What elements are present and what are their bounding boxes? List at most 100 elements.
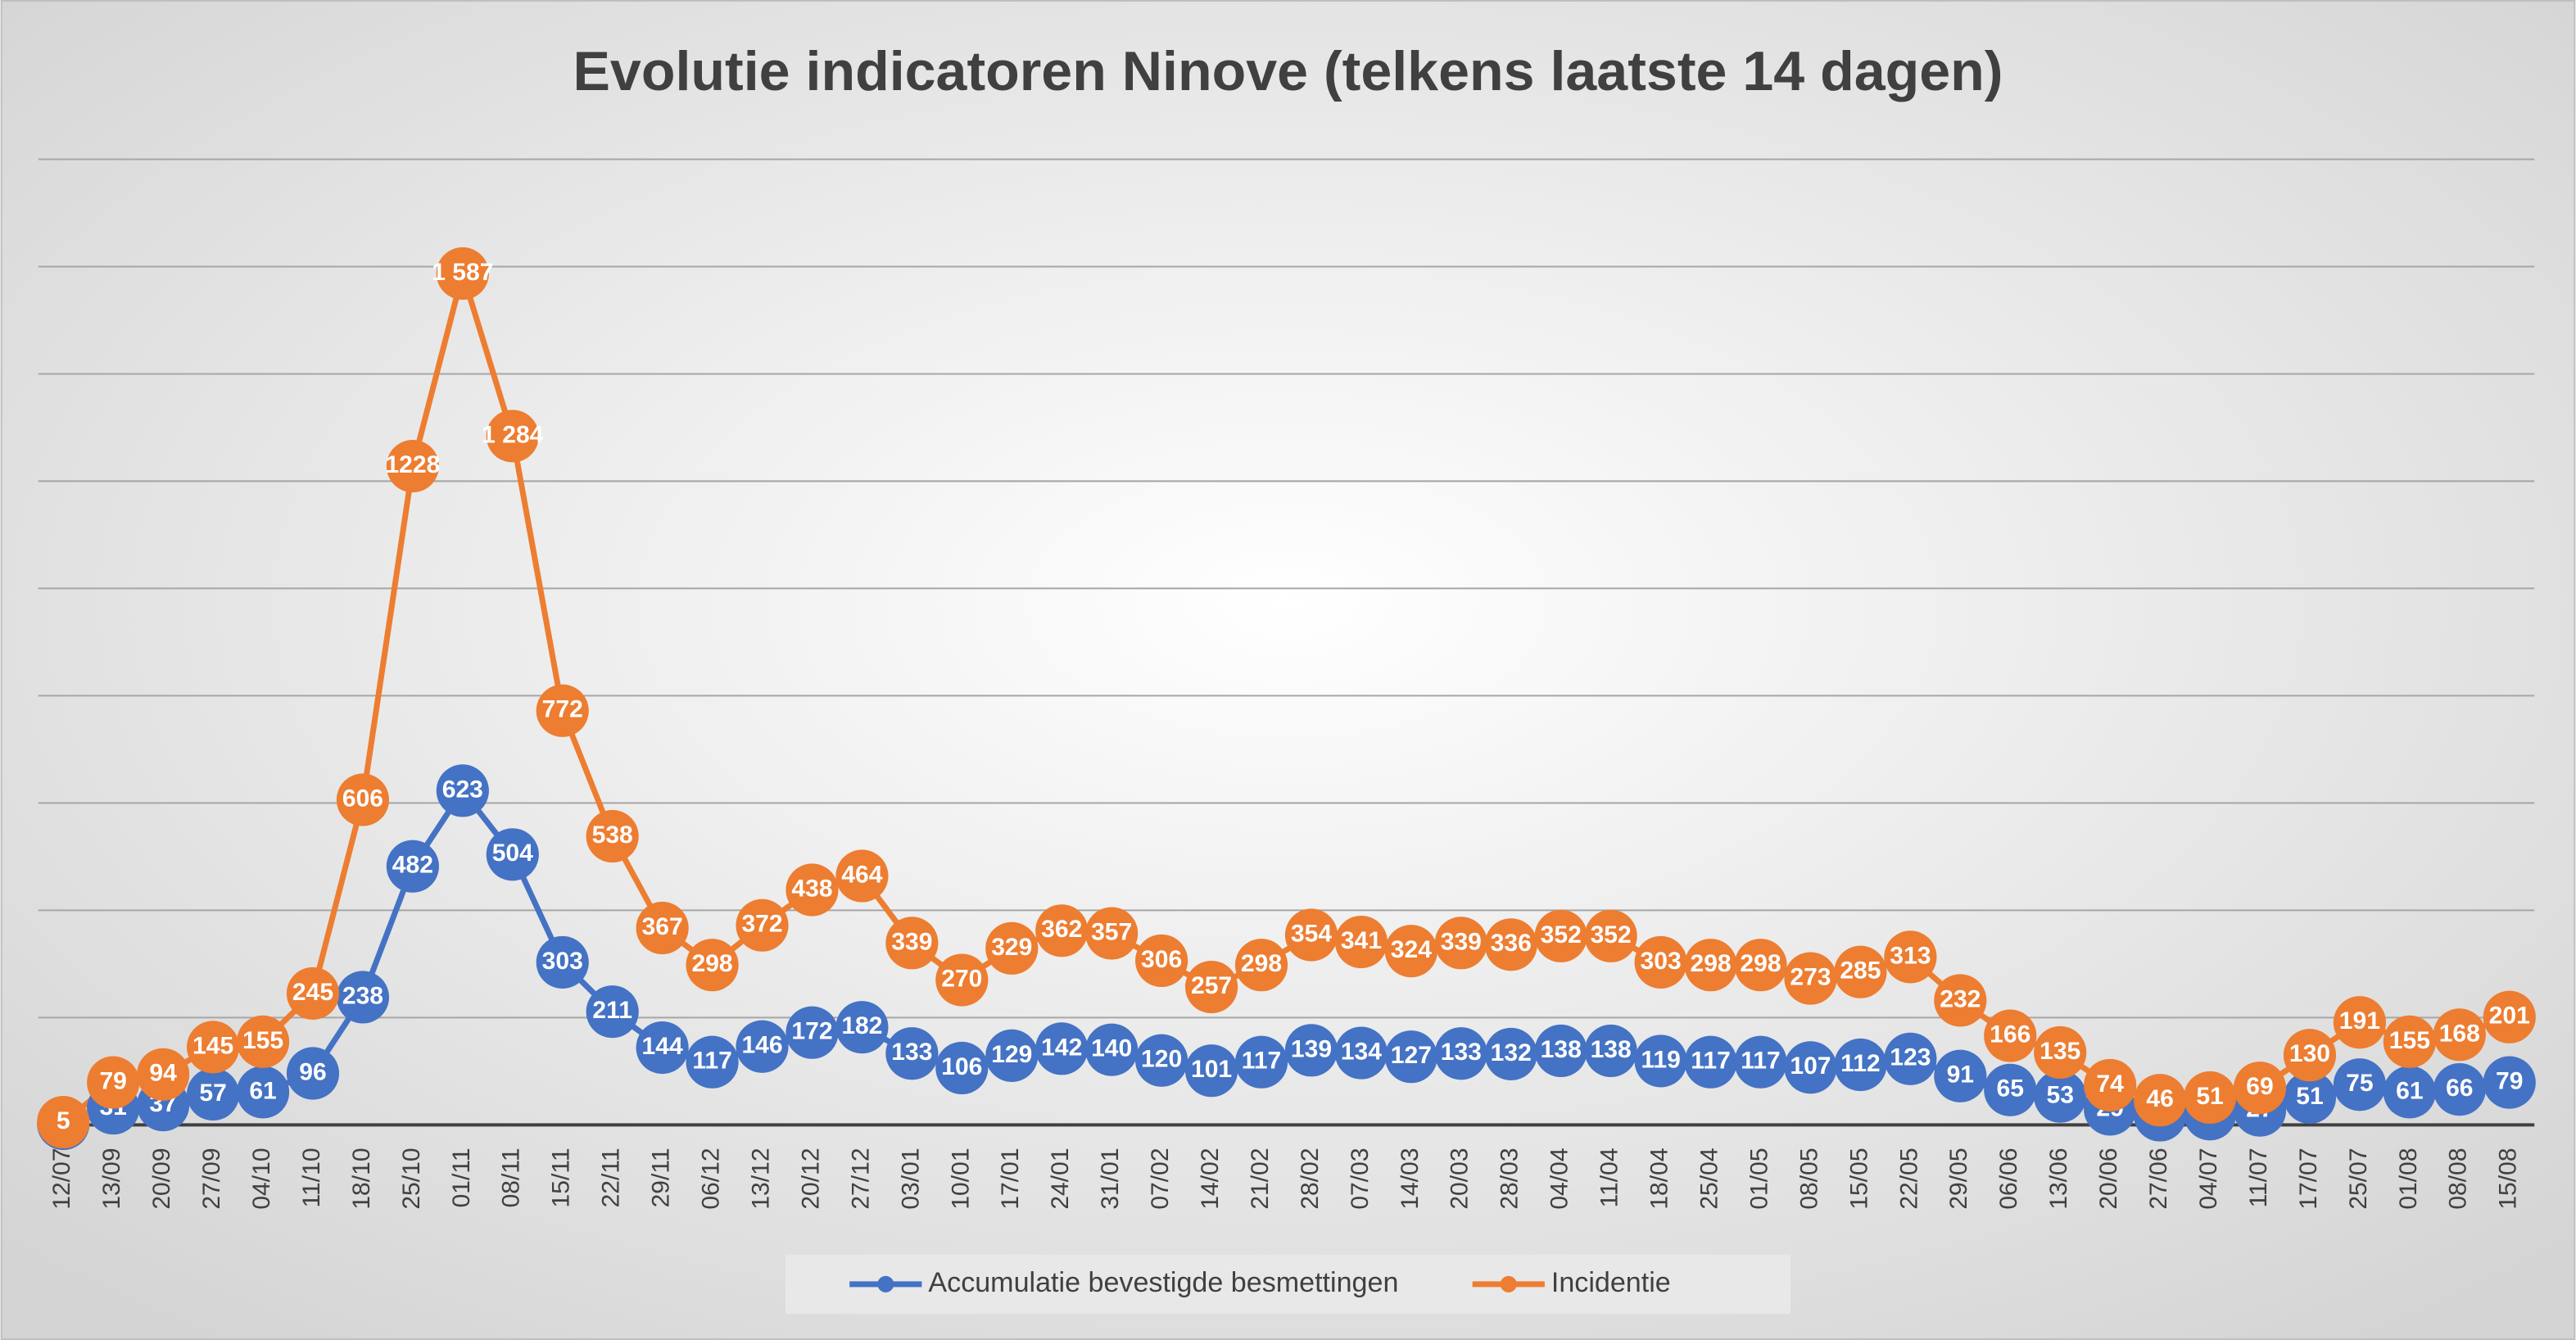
data-label: 57 — [199, 1080, 226, 1107]
data-label: 438 — [791, 875, 832, 902]
marker — [885, 1027, 939, 1080]
marker — [2283, 1071, 2337, 1125]
data-label: 96 — [299, 1058, 326, 1085]
data-label: 352 — [1541, 921, 1582, 948]
x-tick-label: 15/11 — [548, 1148, 575, 1207]
marker — [2034, 1070, 2087, 1123]
marker — [1384, 925, 1437, 978]
data-label: 51 — [2196, 1083, 2223, 1110]
data-label: 303 — [542, 948, 583, 975]
data-label: 172 — [791, 1018, 832, 1045]
marker — [785, 1006, 839, 1059]
marker — [1035, 1022, 1089, 1075]
x-tick-label: 24/01 — [1047, 1148, 1074, 1209]
marker — [386, 840, 439, 893]
data-label: 117 — [1242, 1048, 1282, 1075]
x-tick-label: 03/01 — [897, 1148, 924, 1209]
data-label: 132 — [1491, 1039, 1532, 1066]
data-label: 367 — [642, 913, 683, 940]
marker — [736, 899, 789, 952]
x-tick-label: 22/05 — [1895, 1148, 1922, 1209]
x-tick-label: 22/11 — [598, 1148, 625, 1207]
marker — [1634, 935, 1687, 989]
marker — [486, 828, 539, 881]
data-label: 91 — [1947, 1062, 1974, 1089]
marker — [1784, 1041, 1837, 1094]
data-label: 146 — [741, 1032, 782, 1059]
data-label: 133 — [1441, 1039, 1482, 1066]
x-tick-label: 27/09 — [198, 1148, 225, 1209]
x-tick-label: 17/01 — [997, 1148, 1024, 1209]
x-tick-label: 31/01 — [1097, 1148, 1124, 1209]
data-label: 65 — [1997, 1075, 2024, 1102]
data-label: 155 — [242, 1027, 283, 1054]
data-label: 538 — [592, 822, 633, 849]
marker — [1035, 904, 1089, 957]
marker — [835, 849, 889, 903]
marker — [985, 921, 1039, 975]
data-label: 117 — [692, 1048, 731, 1075]
data-label: 61 — [2396, 1077, 2423, 1104]
marker — [1984, 1009, 2037, 1062]
x-tick-label: 13/12 — [747, 1148, 774, 1209]
data-label: 101 — [1191, 1056, 1232, 1083]
marker — [286, 967, 340, 1020]
legend-marker — [877, 1275, 894, 1292]
data-label: 112 — [1840, 1050, 1881, 1077]
x-tick-label: 12/07 — [48, 1148, 75, 1209]
marker — [885, 917, 939, 970]
marker — [1135, 934, 1188, 988]
x-tick-label: 06/12 — [698, 1148, 725, 1209]
data-label: 79 — [2496, 1068, 2523, 1095]
x-tick-label: 13/09 — [98, 1148, 125, 1209]
data-label: 772 — [542, 696, 583, 723]
data-label: 273 — [1790, 963, 1831, 990]
legend-box — [785, 1254, 1791, 1314]
marker — [1934, 974, 1987, 1027]
marker — [586, 985, 639, 1039]
legend-label: Accumulatie bevestigde besmettingen — [928, 1267, 1398, 1298]
x-tick-label: 11/07 — [2245, 1148, 2272, 1207]
x-tick-label: 27/12 — [847, 1148, 874, 1209]
data-label: 134 — [1341, 1039, 1382, 1066]
data-label: 117 — [1691, 1048, 1731, 1075]
x-tick-label: 20/06 — [2095, 1148, 2122, 1209]
marker — [1384, 1030, 1437, 1084]
data-label: 127 — [1391, 1042, 1432, 1069]
data-label: 362 — [1041, 916, 1082, 943]
data-label: 155 — [2389, 1027, 2430, 1054]
marker — [1135, 1034, 1188, 1087]
marker — [2283, 1029, 2337, 1082]
data-label: 201 — [2489, 1003, 2530, 1030]
marker — [336, 773, 390, 826]
marker — [835, 1001, 889, 1054]
marker — [2333, 1058, 2386, 1111]
data-label: 79 — [99, 1068, 126, 1095]
x-tick-label: 28/03 — [1496, 1148, 1523, 1209]
data-label: 341 — [1341, 927, 1382, 954]
data-label: 464 — [841, 861, 882, 888]
chart-title: Evolutie indicatoren Ninove (telkens laa… — [573, 40, 2003, 102]
x-tick-label: 17/07 — [2295, 1148, 2322, 1209]
marker — [37, 1096, 90, 1149]
marker — [2134, 1074, 2187, 1127]
data-label: 211 — [592, 997, 632, 1024]
data-label: 138 — [1591, 1036, 1632, 1063]
data-label: 106 — [941, 1053, 982, 1080]
marker — [1284, 1024, 1338, 1077]
data-label: 66 — [2446, 1075, 2473, 1102]
x-tick-label: 14/02 — [1197, 1148, 1224, 1209]
data-label: 324 — [1391, 936, 1432, 963]
data-label: 182 — [841, 1012, 882, 1039]
x-tick-label: 11/10 — [298, 1148, 325, 1207]
marker — [1534, 1024, 1587, 1078]
data-label: 232 — [1940, 985, 1981, 1012]
marker — [1434, 1027, 1487, 1080]
x-tick-label: 18/10 — [348, 1148, 375, 1209]
data-label: 168 — [2439, 1020, 2480, 1047]
x-tick-label: 15/05 — [1845, 1148, 1872, 1209]
data-label: 94 — [149, 1060, 177, 1087]
marker — [1684, 939, 1737, 992]
